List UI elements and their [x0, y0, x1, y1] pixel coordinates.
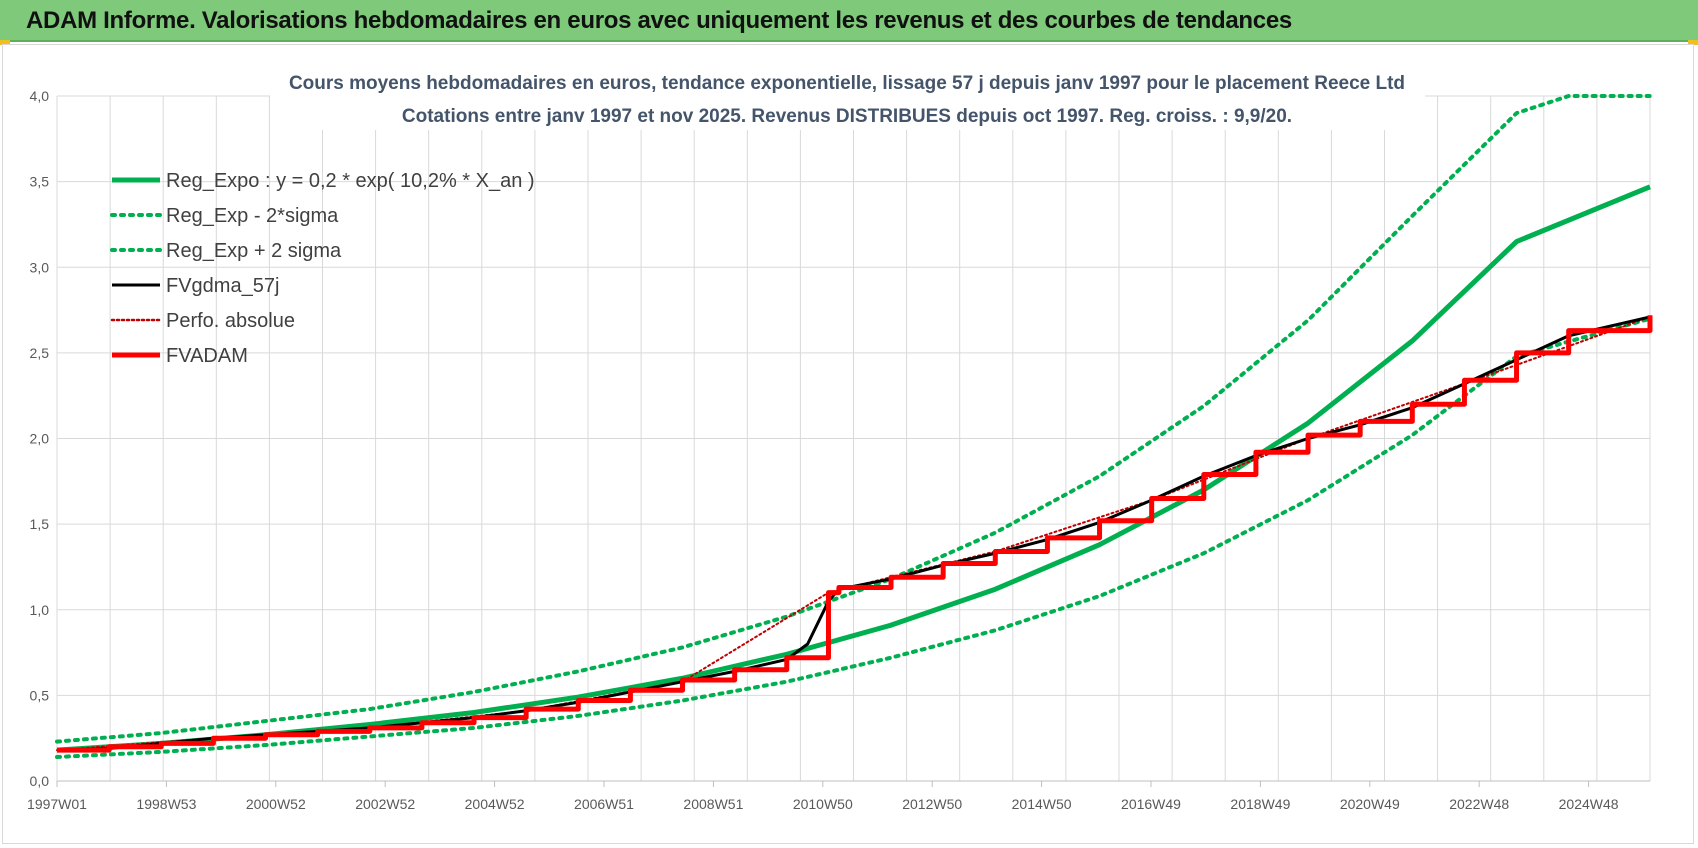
- header-banner: ADAM Informe. Valorisations hebdomadaire…: [0, 0, 1698, 42]
- x-tick-label: 2020W49: [1340, 796, 1400, 812]
- x-tick-label: 2010W50: [793, 796, 853, 812]
- y-tick-label: 1,5: [30, 516, 50, 532]
- x-tick-label: 2024W48: [1559, 796, 1619, 812]
- y-tick-label: 2,5: [30, 345, 50, 361]
- title-background: [270, 62, 1425, 130]
- chart-title-block: Cours moyens hebdomadaires en euros, ten…: [270, 62, 1425, 130]
- x-tick-label: 2018W49: [1230, 796, 1290, 812]
- y-tick-label: 2,0: [30, 431, 50, 447]
- x-tick-label: 1997W01: [27, 796, 87, 812]
- report-title: ADAM Informe. Valorisations hebdomadaire…: [26, 7, 1292, 34]
- x-tick-label: 2002W52: [355, 796, 415, 812]
- chart-title-line-1: Cours moyens hebdomadaires en euros, ten…: [289, 73, 1405, 94]
- series-line-2: [55, 316, 1652, 760]
- x-tick-label: 2008W51: [683, 796, 743, 812]
- legend-label-5: Perfo. absolue: [166, 310, 295, 332]
- legend-label-2: Reg_Exp - 2*sigma: [166, 205, 339, 227]
- x-axis-ticks: 1997W01 1998W53 2000W52 2002W52 2004W52 2006W…: [27, 781, 1619, 812]
- chart-series: [55, 94, 1653, 760]
- chart-frame: [2, 44, 1694, 844]
- x-tick-label: 2014W50: [1012, 796, 1072, 812]
- legend-label-6: FVADAM: [166, 345, 248, 367]
- y-tick-label: 1,0: [30, 602, 50, 618]
- x-tick-label: 2012W50: [902, 796, 962, 812]
- x-tick-label: 2016W49: [1121, 796, 1181, 812]
- x-tick-label: 2000W52: [246, 796, 306, 812]
- series-line-3: [55, 94, 1652, 744]
- x-tick-label: 2004W52: [465, 796, 525, 812]
- legend-label-3: Reg_Exp + 2 sigma: [166, 240, 342, 262]
- corner-marker-right: [1688, 40, 1698, 45]
- corner-marker-left: [0, 40, 10, 45]
- x-tick-label: 2022W48: [1449, 796, 1509, 812]
- chart-grid: [56, 95, 1651, 782]
- y-tick-label: 0,0: [30, 773, 50, 789]
- y-tick-label: 0,5: [30, 687, 50, 703]
- x-tick-label: 1998W53: [136, 796, 196, 812]
- y-tick-label: 4,0: [30, 88, 50, 104]
- y-axis-ticks: 0,0 0,5 1,0 1,5 2,0 2,5 3,0 3,5 4,0: [30, 88, 50, 789]
- legend-label-1: Reg_Expo : y = 0,2 * exp( 10,2% * X_an ): [166, 170, 535, 192]
- chart-legend: Reg_Expo : y = 0,2 * exp( 10,2% * X_an )…: [110, 170, 535, 367]
- chart-title-line-2: Cotations entre janv 1997 et nov 2025. R…: [402, 106, 1292, 127]
- y-tick-label: 3,0: [30, 259, 50, 275]
- y-tick-label: 3,5: [30, 174, 50, 190]
- legend-label-4: FVgdma_57j: [166, 275, 279, 297]
- x-tick-label: 2006W51: [574, 796, 634, 812]
- series-line-6: [57, 315, 1653, 753]
